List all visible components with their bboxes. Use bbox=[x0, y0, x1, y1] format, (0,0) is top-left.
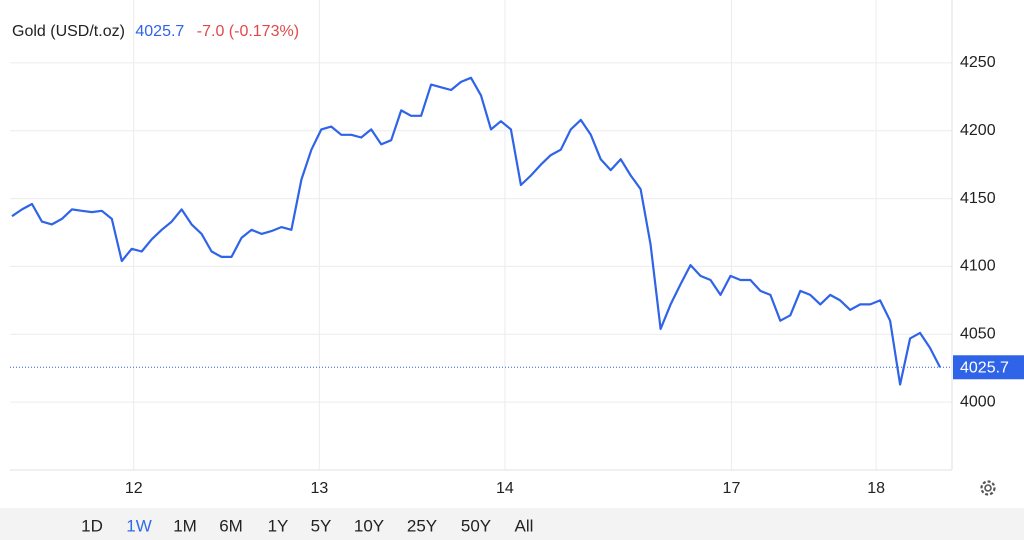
x-tick-label: 18 bbox=[867, 480, 885, 497]
last-price-label: 4025.7 bbox=[960, 359, 1009, 376]
settings-icon[interactable] bbox=[980, 480, 996, 496]
x-tick-label: 13 bbox=[310, 480, 328, 497]
y-tick-label: 4100 bbox=[960, 258, 996, 275]
range-button[interactable]: All bbox=[515, 516, 534, 535]
range-button[interactable]: 5Y bbox=[311, 516, 332, 535]
chart-title: Gold (USD/t.oz) bbox=[12, 23, 125, 40]
last-price: 4025.7 bbox=[135, 23, 184, 40]
range-button[interactable]: 50Y bbox=[461, 516, 491, 535]
price-change: -7.0 (-0.173%) bbox=[197, 23, 299, 40]
y-tick-label: 4150 bbox=[960, 190, 996, 207]
range-button[interactable]: 6M bbox=[219, 516, 243, 535]
price-line bbox=[11, 76, 941, 386]
y-tick-label: 4250 bbox=[960, 54, 996, 71]
chart-header: Gold (USD/t.oz) 4025.7 -7.0 (-0.173%) bbox=[12, 23, 299, 40]
x-tick-label: 14 bbox=[496, 480, 514, 497]
y-tick-label: 4000 bbox=[960, 393, 996, 410]
range-bar bbox=[0, 508, 1024, 540]
range-button[interactable]: 1Y bbox=[268, 516, 289, 535]
y-tick-label: 4200 bbox=[960, 122, 996, 139]
last-price-box bbox=[953, 355, 1024, 380]
range-button[interactable]: 10Y bbox=[354, 516, 384, 535]
grid bbox=[10, 0, 952, 470]
range-button[interactable]: 1D bbox=[81, 516, 103, 535]
range-button[interactable]: 1M bbox=[173, 516, 197, 535]
range-button[interactable]: 1W bbox=[126, 516, 152, 535]
x-tick-label: 17 bbox=[723, 480, 741, 497]
range-button[interactable]: 25Y bbox=[407, 516, 437, 535]
x-tick-label: 12 bbox=[125, 480, 143, 497]
y-tick-label: 4050 bbox=[960, 326, 996, 343]
